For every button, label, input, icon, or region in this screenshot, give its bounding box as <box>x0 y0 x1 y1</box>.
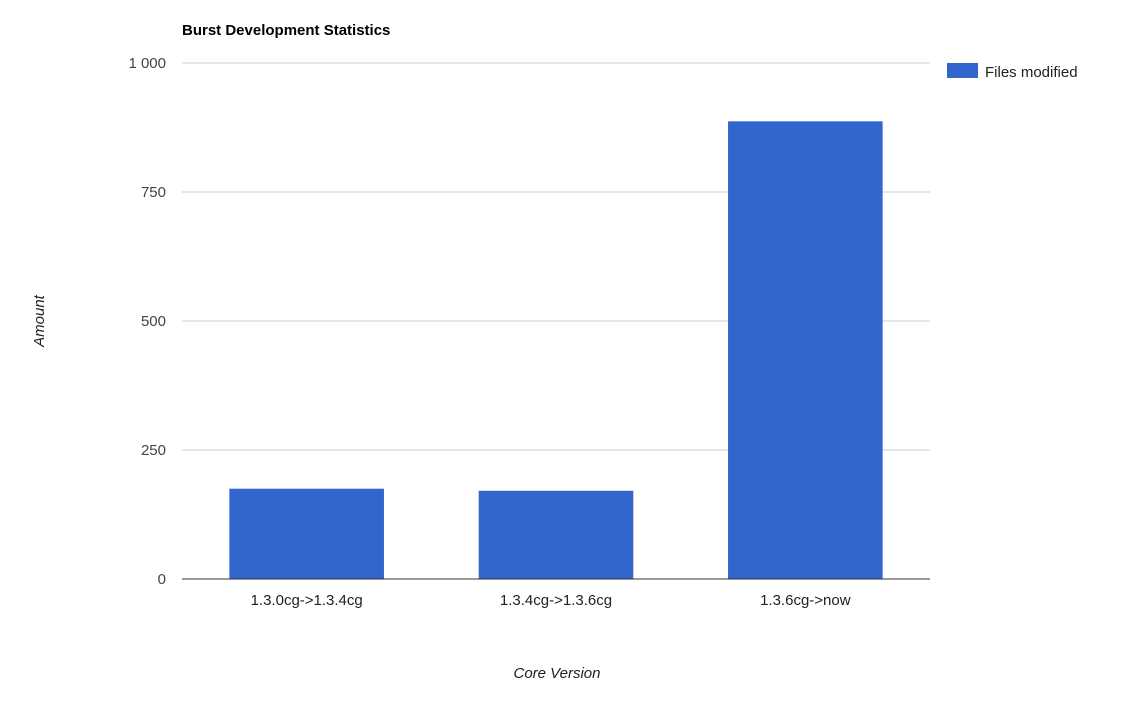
x-axis-title: Core Version <box>514 665 601 682</box>
x-tick-label: 1.3.0cg->1.3.4cg <box>251 592 363 609</box>
bars <box>229 121 883 580</box>
y-tick-label: 500 <box>141 313 166 330</box>
chart-title: Burst Development Statistics <box>182 22 390 39</box>
legend: Files modified <box>947 63 1078 81</box>
legend-label-files-modified: Files modified <box>985 64 1078 81</box>
bar <box>728 121 883 580</box>
y-tick-label: 750 <box>141 184 166 201</box>
bar <box>478 490 634 579</box>
x-axis-tick-labels: 1.3.0cg->1.3.4cg 1.3.4cg->1.3.6cg 1.3.6cg-… <box>251 592 851 609</box>
bar <box>229 488 384 579</box>
legend-swatch-files-modified <box>947 63 978 78</box>
y-tick-label: 250 <box>141 442 166 459</box>
y-axis-title: Amount <box>31 294 48 348</box>
x-tick-label: 1.3.6cg->now <box>760 592 851 609</box>
x-tick-label: 1.3.4cg->1.3.6cg <box>500 592 612 609</box>
y-tick-label: 1 000 <box>128 55 166 72</box>
y-tick-label: 0 <box>158 571 166 588</box>
y-axis-tick-labels: 0 250 500 750 1 000 <box>128 55 166 588</box>
